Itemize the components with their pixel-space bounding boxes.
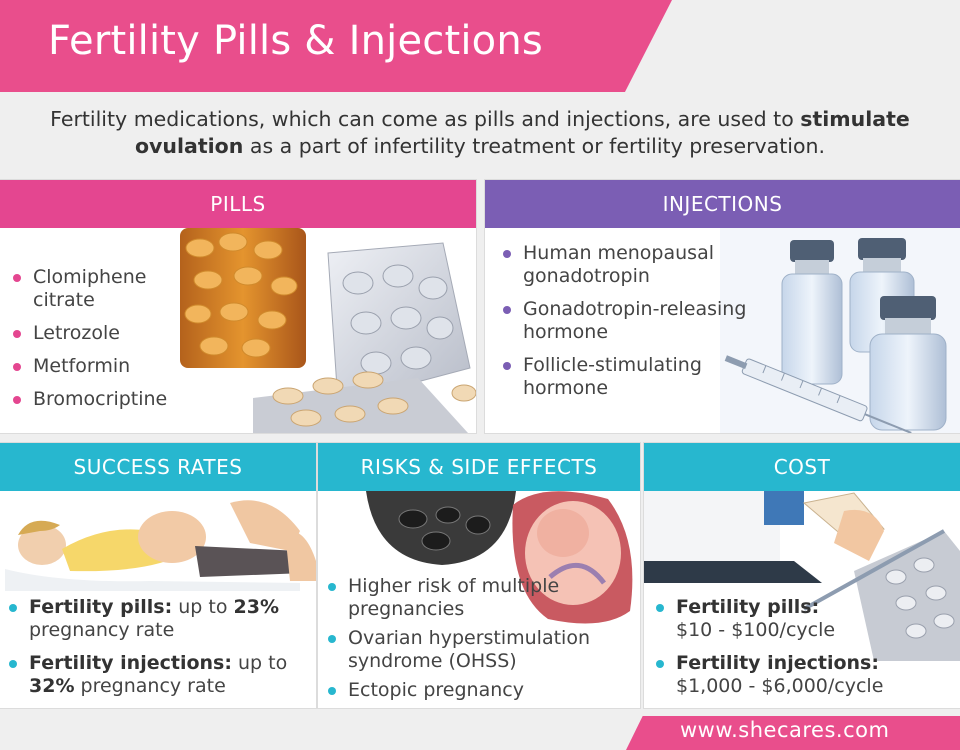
bullet-dot [9,604,17,612]
intro-line1: Fertility medications, which can come as… [50,107,910,131]
bullet-dot [503,362,511,370]
vials-syringe-illustration [720,228,960,433]
injections-card: INJECTIONS [485,180,960,433]
bullet-dot [503,306,511,314]
cost-heading: COST [644,443,960,491]
success-rates-card: SUCCESS RATES Fertility pills: up to 23%… [0,443,316,708]
bullet-dot [13,363,21,371]
pills-list: Clomiphene citrate Letrozole Metformin B… [13,266,183,421]
injections-list: Human menopausal gonadotropin Gonadotrop… [503,242,763,410]
intro-text: Fertility medications, which can come as… [0,106,960,160]
list-item: Letrozole [13,322,183,345]
injections-heading: INJECTIONS [485,180,960,228]
pills-heading: PILLS [0,180,476,228]
list-item: Ectopic pregnancy [328,679,638,702]
list-item: Fertility injections: up to 32% pregnanc… [9,652,309,698]
bullet-dot [328,583,336,591]
footer-bar [626,716,960,750]
list-item: Gonadotropin-releasing hormone [503,298,763,344]
list-item: Fertility pills: $10 - $100/cycle [656,596,956,642]
ultrasound-fetus-illustration [366,491,633,624]
bullet-dot [328,687,336,695]
bullet-dot [13,396,21,404]
bullet-dot [503,250,511,258]
laptop-card-illustration [644,491,960,661]
bullet-dot [656,660,664,668]
title-banner [0,0,672,92]
bullet-dot [13,330,21,338]
footer-url: www.shecares.com [680,718,890,742]
list-item: Human menopausal gonadotropin [503,242,763,288]
risks-heading: RISKS & SIDE EFFECTS [318,443,640,491]
success-rates-heading: SUCCESS RATES [0,443,316,491]
bullet-dot [656,604,664,612]
risks-list: Higher risk of multiple pregnancies Ovar… [328,575,638,708]
list-item: Higher risk of multiple pregnancies [328,575,638,621]
bullet-dot [328,635,336,643]
intro-line2: ovulation as a part of infertility treat… [134,134,826,158]
success-rates-list: Fertility pills: up to 23% pregnancy rat… [9,596,309,708]
list-item: Fertility injections: $1,000 - $6,000/cyc… [656,652,956,698]
list-item: Bromocriptine [13,388,183,411]
bullet-dot [13,274,21,282]
pill-bottle-illustration [180,228,476,433]
bullet-dot [9,660,17,668]
cost-list: Fertility pills: $10 - $100/cycle Fertili… [656,596,956,708]
pregnant-woman-illustration [0,491,316,591]
page-title: Fertility Pills & Injections [48,18,543,64]
list-item: Clomiphene citrate [13,266,183,312]
risks-card: RISKS & SIDE EFFECTS Higher risk of mult… [318,443,640,708]
list-item: Metformin [13,355,183,378]
list-item: Ovarian hyperstimulation syndrome (OHSS) [328,627,638,673]
list-item: Fertility pills: up to 23% pregnancy rat… [9,596,309,642]
list-item: Follicle-stimulating hormone [503,354,763,400]
cost-card: COST Fertility pills: $10 - $100/cycle Fe… [644,443,960,708]
pills-card: PILLS [0,180,476,433]
